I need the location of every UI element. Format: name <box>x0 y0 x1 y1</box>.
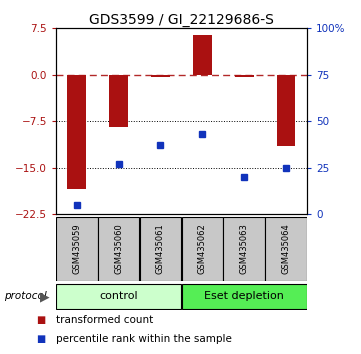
FancyBboxPatch shape <box>223 217 265 281</box>
Title: GDS3599 / GI_22129686-S: GDS3599 / GI_22129686-S <box>89 13 274 27</box>
Text: percentile rank within the sample: percentile rank within the sample <box>56 334 232 344</box>
Text: Eset depletion: Eset depletion <box>204 291 284 302</box>
FancyBboxPatch shape <box>56 284 181 309</box>
FancyBboxPatch shape <box>265 217 306 281</box>
Text: ■: ■ <box>36 315 45 325</box>
FancyBboxPatch shape <box>182 284 306 309</box>
Text: control: control <box>99 291 138 302</box>
Text: GSM435060: GSM435060 <box>114 223 123 274</box>
Text: GSM435063: GSM435063 <box>240 223 249 274</box>
FancyBboxPatch shape <box>140 217 181 281</box>
Text: ▶: ▶ <box>40 290 50 303</box>
Text: ■: ■ <box>36 334 45 344</box>
FancyBboxPatch shape <box>182 217 223 281</box>
Text: GSM435061: GSM435061 <box>156 223 165 274</box>
Bar <box>193 35 212 75</box>
Bar <box>109 75 128 127</box>
Text: protocol: protocol <box>4 291 46 302</box>
Bar <box>151 75 170 77</box>
Text: GSM435059: GSM435059 <box>72 223 81 274</box>
Bar <box>68 75 86 189</box>
FancyBboxPatch shape <box>98 217 139 281</box>
Bar <box>277 75 295 146</box>
FancyBboxPatch shape <box>56 217 97 281</box>
Text: GSM435064: GSM435064 <box>282 223 291 274</box>
Text: GSM435062: GSM435062 <box>198 223 207 274</box>
Text: transformed count: transformed count <box>56 315 153 325</box>
Bar <box>235 75 253 77</box>
